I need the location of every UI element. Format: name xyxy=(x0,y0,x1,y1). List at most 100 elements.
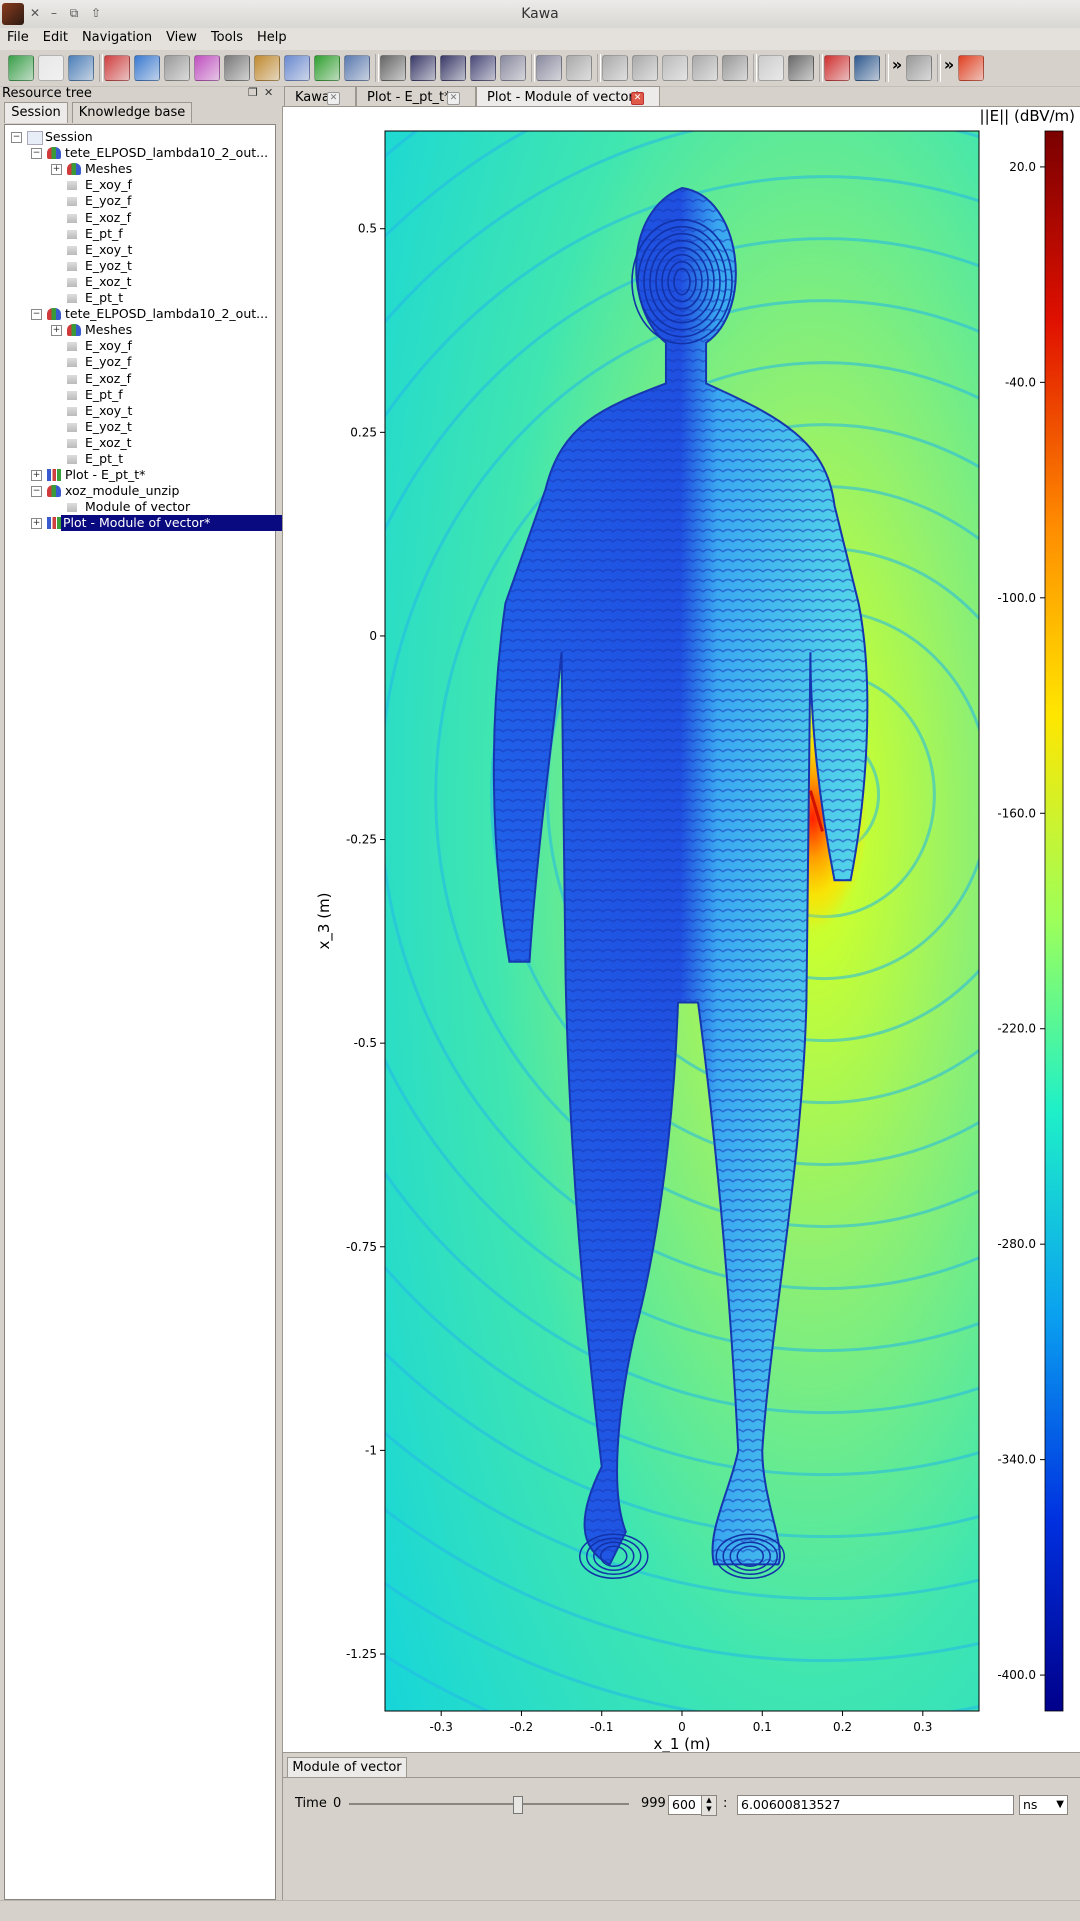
collapse-icon[interactable]: − xyxy=(31,148,42,160)
cut-x-icon[interactable] xyxy=(380,55,406,81)
export-icon[interactable] xyxy=(284,55,310,81)
zoom-icon[interactable] xyxy=(854,55,880,81)
tree-node[interactable]: E_pt_t xyxy=(5,290,273,306)
expand-icon[interactable]: + xyxy=(51,164,62,176)
plus-icon[interactable] xyxy=(906,55,932,81)
close-icon[interactable]: ✕ xyxy=(29,6,41,20)
more2-icon[interactable]: » xyxy=(943,55,955,74)
tree-node[interactable]: E_xoz_t xyxy=(5,274,273,290)
expand-icon[interactable]: + xyxy=(31,470,42,482)
collapse-icon[interactable]: − xyxy=(11,132,22,143)
add-icon[interactable] xyxy=(8,55,34,81)
more-icon[interactable]: » xyxy=(891,55,903,74)
tree-node[interactable]: E_xoy_f xyxy=(5,338,273,354)
undo-icon[interactable] xyxy=(566,55,592,81)
save-as-icon[interactable] xyxy=(440,55,466,81)
tree-node-label: E_yoz_f xyxy=(85,193,132,209)
menu-navigation[interactable]: Navigation xyxy=(81,30,153,45)
pdf-icon[interactable] xyxy=(104,55,130,81)
image-icon[interactable] xyxy=(68,55,94,81)
download-icon[interactable] xyxy=(314,55,340,81)
redo-icon[interactable] xyxy=(602,55,628,81)
copy-page-icon[interactable] xyxy=(662,55,688,81)
menu-view[interactable]: View xyxy=(166,30,197,45)
copy-icon[interactable] xyxy=(164,55,190,81)
save-d2-icon[interactable] xyxy=(536,55,562,81)
paste-icon[interactable] xyxy=(692,55,718,81)
float-icon[interactable]: ❐ xyxy=(248,86,258,99)
collapse-icon[interactable]: − xyxy=(31,309,42,321)
package-icon[interactable] xyxy=(254,55,280,81)
tree-node[interactable]: + Plot - Module of vector* xyxy=(5,515,293,532)
grid-icon[interactable] xyxy=(194,55,220,81)
column-icon[interactable] xyxy=(758,55,784,81)
y-tick-label: -1 xyxy=(365,1443,377,1457)
menu-tools[interactable]: Tools xyxy=(210,30,243,45)
tab-session[interactable]: Session xyxy=(4,102,68,123)
tree-node-label: Module of vector xyxy=(85,499,191,515)
minimize-icon[interactable]: – xyxy=(51,6,57,20)
tree-node[interactable]: E_pt_f xyxy=(5,387,273,403)
tree-node[interactable]: − xoz_module_unzip xyxy=(5,483,273,499)
close-tab-icon[interactable]: ✕ xyxy=(447,92,460,105)
document-icon[interactable] xyxy=(38,55,64,81)
tab-module-of-vector[interactable]: Module of vector xyxy=(287,1757,407,1778)
menu-help[interactable]: Help xyxy=(256,30,287,45)
home-icon[interactable] xyxy=(788,55,814,81)
tree-node-label: Meshes xyxy=(85,161,133,177)
close-tab-icon[interactable]: ✕ xyxy=(631,92,644,105)
tree-node-label: E_yoz_t xyxy=(85,418,132,434)
field-icon xyxy=(67,245,77,255)
unit-select[interactable]: ns ▼ xyxy=(1019,1795,1068,1815)
menu-edit[interactable]: Edit xyxy=(42,30,68,45)
tree-node[interactable]: − Session xyxy=(5,129,273,145)
chart-icon[interactable] xyxy=(134,55,160,81)
expand-icon[interactable]: + xyxy=(51,325,62,337)
cancel-icon[interactable] xyxy=(722,55,748,81)
time-slider-handle[interactable] xyxy=(513,1796,523,1814)
tree-node[interactable]: Module of vector xyxy=(5,499,273,515)
tree-node[interactable]: + Meshes xyxy=(5,161,273,177)
toolbar: »» xyxy=(0,50,1080,87)
tree-node[interactable]: E_xoy_t xyxy=(5,403,273,419)
tree-node[interactable]: E_xoy_f xyxy=(5,177,273,193)
tree-node[interactable]: E_pt_f xyxy=(5,226,273,242)
tree-node[interactable]: E_pt_t xyxy=(5,451,273,467)
tree-node[interactable]: E_yoz_t xyxy=(5,258,273,274)
doc-tab[interactable]: Plot - E_pt_t* ✕ xyxy=(356,86,476,108)
menu-file[interactable]: File xyxy=(7,30,29,45)
tools-icon[interactable] xyxy=(824,55,850,81)
close-tab-icon[interactable]: ✕ xyxy=(327,92,340,105)
tree-node[interactable]: E_yoz_f xyxy=(5,354,273,370)
spin-arrows-icon[interactable]: ▲ ▼ xyxy=(701,1795,717,1816)
close-panel-icon[interactable]: ✕ xyxy=(264,86,274,99)
tree-node[interactable]: E_xoz_t xyxy=(5,435,273,451)
tree-node[interactable]: − tete_ELPOSD_lambda10_2_out... xyxy=(5,145,273,161)
doc-tab[interactable]: Plot - Module of vector* ✕ xyxy=(476,86,660,108)
restore-icon[interactable]: ⧉ xyxy=(69,6,79,20)
maximize-icon[interactable]: ⇧ xyxy=(90,6,102,20)
tree-node[interactable]: − tete_ELPOSD_lambda10_2_out... xyxy=(5,306,273,322)
tree-node[interactable]: E_yoz_t xyxy=(5,419,273,435)
tab-knowledge-base[interactable]: Knowledge base xyxy=(72,102,192,123)
save-all-icon[interactable] xyxy=(470,55,496,81)
save-icon[interactable] xyxy=(410,55,436,81)
doc-tab-label: Kawa xyxy=(295,90,330,105)
time-step-spinbox[interactable]: 600 xyxy=(668,1795,703,1815)
scissors-icon[interactable] xyxy=(632,55,658,81)
tree-node[interactable]: E_xoy_t xyxy=(5,242,273,258)
help-icon[interactable] xyxy=(958,55,984,81)
collapse-icon[interactable]: − xyxy=(31,486,42,498)
tree-node[interactable]: E_xoz_f xyxy=(5,371,273,387)
database-icon[interactable] xyxy=(224,55,250,81)
tree-node[interactable]: + Meshes xyxy=(5,322,273,338)
document-d-icon[interactable] xyxy=(344,55,370,81)
expand-icon[interactable]: + xyxy=(31,518,42,530)
time-value-field[interactable]: 6.00600813527 xyxy=(737,1795,1014,1815)
tree-node[interactable]: E_yoz_f xyxy=(5,193,273,209)
save-d-icon[interactable] xyxy=(500,55,526,81)
tree-node[interactable]: E_xoz_f xyxy=(5,210,273,226)
tree-node[interactable]: + Plot - E_pt_t* xyxy=(5,467,273,483)
time-slider-track[interactable] xyxy=(349,1803,629,1805)
doc-tab[interactable]: Kawa ✕ xyxy=(284,86,356,108)
